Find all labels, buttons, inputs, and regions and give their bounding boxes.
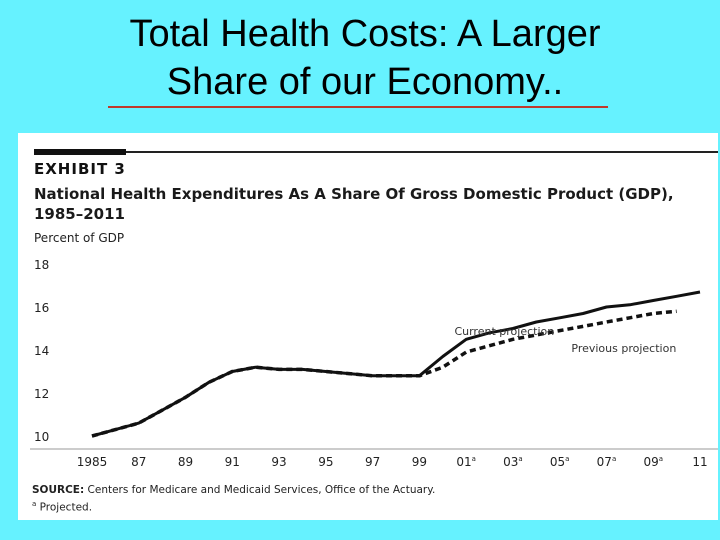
series-line-current-projection [91, 290, 701, 438]
footnote: a Projected. [32, 500, 92, 514]
x-tick-label: 1985 [77, 455, 108, 469]
chart-panel: EXHIBIT 3 National Health Expenditures A… [18, 133, 718, 520]
series-label: Current projection [454, 325, 554, 338]
x-tick-label: 87 [131, 455, 146, 469]
y-tick-label: 12 [34, 387, 49, 401]
slide-title-line2: Share of our Economy.. [166, 61, 564, 103]
footnote-marker: a [32, 500, 37, 508]
series-label: Previous projection [571, 342, 676, 355]
x-tick-label: 03a [503, 455, 523, 469]
source-text: Centers for Medicare and Medicaid Servic… [87, 484, 436, 496]
exhibit-rule-accent [34, 149, 126, 155]
source-label: SOURCE: [32, 484, 85, 496]
chart-title: National Health Expenditures As A Share … [34, 185, 674, 223]
x-tick-label: 05a [550, 455, 570, 469]
y-tick-label: 18 [34, 258, 49, 272]
x-tick-label: 11 [692, 455, 707, 469]
x-tick-label: 07a [597, 455, 617, 469]
exhibit-rule [34, 151, 718, 153]
x-tick-label: 01a [456, 455, 476, 469]
line-chart: 18 16 14 12 10 1985 87 89 91 93 95 97 99 01a 03a 05a 07a… [30, 258, 718, 469]
x-tick-label: 89 [178, 455, 193, 469]
x-tick-label: 91 [225, 455, 240, 469]
x-tick-label: 93 [271, 455, 286, 469]
x-tick-label: 97 [365, 455, 380, 469]
x-tick-label: 95 [318, 455, 333, 469]
slide-title: Total Health Costs: A Larger Share of ou… [60, 10, 670, 106]
x-tick-label: 99 [412, 455, 427, 469]
footnote-text: Projected. [39, 501, 93, 514]
y-axis-label: Percent of GDP [34, 231, 125, 245]
exhibit-label: EXHIBIT 3 [34, 160, 126, 178]
y-tick-label: 16 [34, 301, 49, 315]
title-underline [108, 106, 608, 108]
slide-title-line1: Total Health Costs: A Larger [129, 13, 601, 55]
series-line-previous-projection [91, 309, 677, 438]
source-note: SOURCE: Centers for Medicare and Medicai… [32, 484, 435, 496]
y-tick-label: 14 [34, 344, 49, 358]
x-tick-label: 09a [643, 455, 663, 469]
y-tick-label: 10 [34, 430, 49, 444]
